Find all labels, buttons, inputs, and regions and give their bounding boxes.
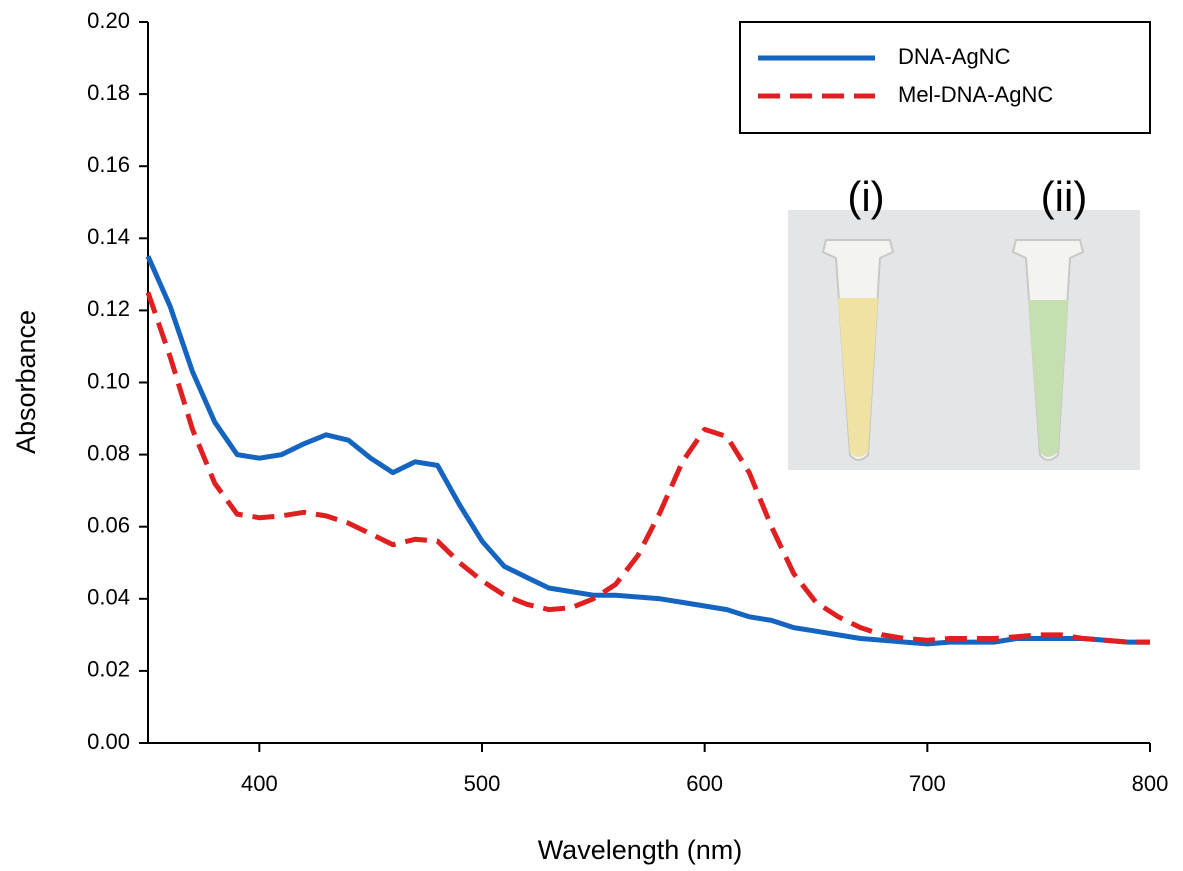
tube-liquid (838, 298, 878, 457)
legend-label: DNA-AgNC (898, 44, 1011, 69)
legend-box (739, 21, 1151, 134)
y-tick-label: 0.02 (87, 657, 130, 682)
x-tick-label: 700 (909, 771, 946, 796)
y-tick-label: 0.08 (87, 440, 130, 465)
y-tick-label: 0.10 (87, 368, 130, 393)
inset-photo: (i) (ii) (788, 173, 1140, 470)
legend-label: Mel-DNA-AgNC (898, 82, 1053, 107)
series-line (145, 291, 1150, 645)
y-tick-label: 0.16 (87, 152, 130, 177)
x-tick-label: 500 (464, 771, 501, 796)
x-axis-title: Wavelength (nm) (538, 835, 743, 865)
y-tick-label: 0.04 (87, 585, 130, 610)
series-line (145, 255, 1150, 647)
x-tick-label: 800 (1132, 771, 1169, 796)
inset-label: (ii) (1041, 173, 1088, 220)
y-tick-label: 0.14 (87, 224, 130, 249)
x-tick-label: 400 (241, 771, 278, 796)
y-tick-label: 0.18 (87, 80, 130, 105)
y-tick-label: 0.00 (87, 729, 130, 754)
x-tick-label: 600 (686, 771, 723, 796)
tube-liquid (1028, 300, 1068, 457)
y-tick-label: 0.06 (87, 513, 130, 538)
y-tick-label: 0.20 (87, 8, 130, 33)
y-tick-label: 0.12 (87, 296, 130, 321)
inset-label: (i) (847, 173, 884, 220)
y-axis-title: Absorbance (11, 310, 41, 454)
